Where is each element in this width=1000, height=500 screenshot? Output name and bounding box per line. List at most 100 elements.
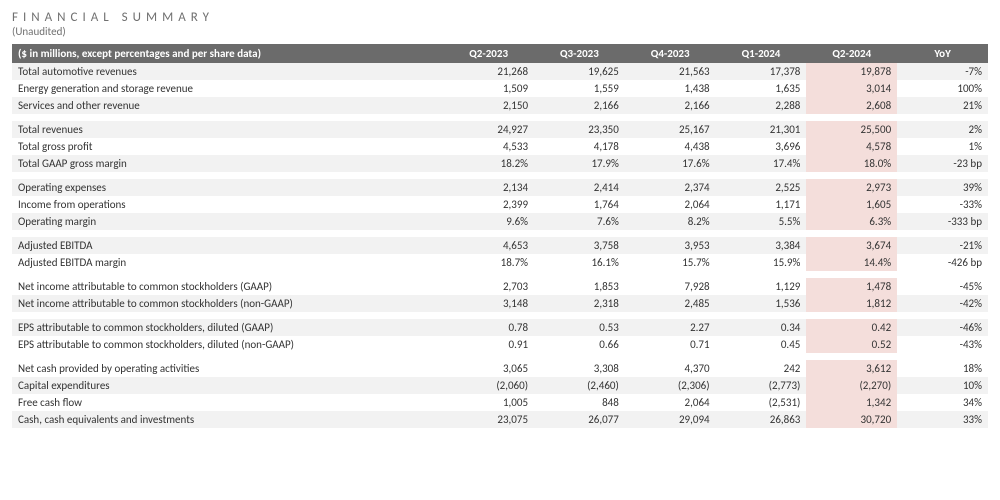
cell: 19,625: [534, 63, 625, 80]
cell: 0.34: [716, 319, 807, 336]
cell: 17,378: [716, 63, 807, 80]
cell: 18.0%: [806, 155, 897, 172]
cell: 4,653: [443, 237, 534, 254]
cell: 17.4%: [716, 155, 807, 172]
cell: 1,559: [534, 80, 625, 97]
cell: 0.91: [443, 336, 534, 353]
cell: 29,094: [625, 411, 716, 428]
table-row: Net income attributable to common stockh…: [12, 295, 988, 312]
row-label: Total GAAP gross margin: [12, 155, 443, 172]
cell: 2,166: [534, 97, 625, 114]
cell: 1,129: [716, 278, 807, 295]
row-label: Energy generation and storage revenue: [12, 80, 443, 97]
row-label: EPS attributable to common stockholders,…: [12, 319, 443, 336]
table-row: Net cash provided by operating activitie…: [12, 360, 988, 377]
table-row: EPS attributable to common stockholders,…: [12, 336, 988, 353]
cell: 1,342: [806, 394, 897, 411]
cell: 17.9%: [534, 155, 625, 172]
page-subtitle: (Unaudited): [12, 25, 988, 38]
table-header-row: ($ in millions, except percentages and p…: [12, 44, 988, 63]
cell: 2,703: [443, 278, 534, 295]
col-header: Q2-2023: [443, 44, 534, 63]
row-label: Total revenues: [12, 121, 443, 138]
row-label: Net income attributable to common stockh…: [12, 295, 443, 312]
cell: 3,612: [806, 360, 897, 377]
cell: 1,438: [625, 80, 716, 97]
row-label: Operating margin: [12, 213, 443, 230]
cell: 16.1%: [534, 254, 625, 271]
cell: 1,812: [806, 295, 897, 312]
col-header: Q4-2023: [625, 44, 716, 63]
cell: 34%: [897, 394, 988, 411]
cell: 0.66: [534, 336, 625, 353]
cell: 1,171: [716, 196, 807, 213]
cell: 3,953: [625, 237, 716, 254]
cell: 242: [716, 360, 807, 377]
cell: -43%: [897, 336, 988, 353]
cell: 2,485: [625, 295, 716, 312]
cell: 0.78: [443, 319, 534, 336]
cell: 4,438: [625, 138, 716, 155]
cell: 2,064: [625, 394, 716, 411]
cell: 2%: [897, 121, 988, 138]
cell: 26,077: [534, 411, 625, 428]
cell: 19,878: [806, 63, 897, 80]
col-header: Q1-2024: [716, 44, 807, 63]
cell: 0.42: [806, 319, 897, 336]
row-label: Total automotive revenues: [12, 63, 443, 80]
cell: 2,134: [443, 179, 534, 196]
cell: 21%: [897, 97, 988, 114]
cell: 6.3%: [806, 213, 897, 230]
cell: 4,578: [806, 138, 897, 155]
cell: -33%: [897, 196, 988, 213]
cell: 1,536: [716, 295, 807, 312]
cell: 1,764: [534, 196, 625, 213]
cell: 2,318: [534, 295, 625, 312]
cell: 0.45: [716, 336, 807, 353]
cell: 100%: [897, 80, 988, 97]
table-row: Free cash flow1,0058482,064(2,531)1,3423…: [12, 394, 988, 411]
cell: 33%: [897, 411, 988, 428]
cell: 14.4%: [806, 254, 897, 271]
cell: 39%: [897, 179, 988, 196]
cell: -42%: [897, 295, 988, 312]
spacer-row: [12, 114, 988, 121]
cell: -45%: [897, 278, 988, 295]
row-label: EPS attributable to common stockholders,…: [12, 336, 443, 353]
cell: 1,853: [534, 278, 625, 295]
table-row: Adjusted EBITDA4,6533,7583,9533,3843,674…: [12, 237, 988, 254]
cell: -21%: [897, 237, 988, 254]
cell: 2,973: [806, 179, 897, 196]
table-row: Net income attributable to common stockh…: [12, 278, 988, 295]
col-header: Q2-2024: [806, 44, 897, 63]
cell: 10%: [897, 377, 988, 394]
cell: 0.71: [625, 336, 716, 353]
cell: 7.6%: [534, 213, 625, 230]
table-row: EPS attributable to common stockholders,…: [12, 319, 988, 336]
cell: 848: [534, 394, 625, 411]
financial-summary-table: ($ in millions, except percentages and p…: [12, 44, 988, 428]
spacer-row: [12, 312, 988, 319]
cell: 1,605: [806, 196, 897, 213]
cell: 4,533: [443, 138, 534, 155]
table-row: Operating margin9.6%7.6%8.2%5.5%6.3%-333…: [12, 213, 988, 230]
cell: 3,696: [716, 138, 807, 155]
cell: 0.52: [806, 336, 897, 353]
cell: 23,075: [443, 411, 534, 428]
row-label: Services and other revenue: [12, 97, 443, 114]
row-label: Operating expenses: [12, 179, 443, 196]
cell: 2,374: [625, 179, 716, 196]
cell: 2,064: [625, 196, 716, 213]
cell: 1,509: [443, 80, 534, 97]
cell: 2,150: [443, 97, 534, 114]
cell: 18.7%: [443, 254, 534, 271]
table-row: Total gross profit4,5334,1784,4383,6964,…: [12, 138, 988, 155]
cell: 2,166: [625, 97, 716, 114]
cell: (2,306): [625, 377, 716, 394]
row-label: Free cash flow: [12, 394, 443, 411]
cell: 3,065: [443, 360, 534, 377]
cell: (2,060): [443, 377, 534, 394]
row-label: Adjusted EBITDA margin: [12, 254, 443, 271]
cell: 21,268: [443, 63, 534, 80]
cell: 24,927: [443, 121, 534, 138]
